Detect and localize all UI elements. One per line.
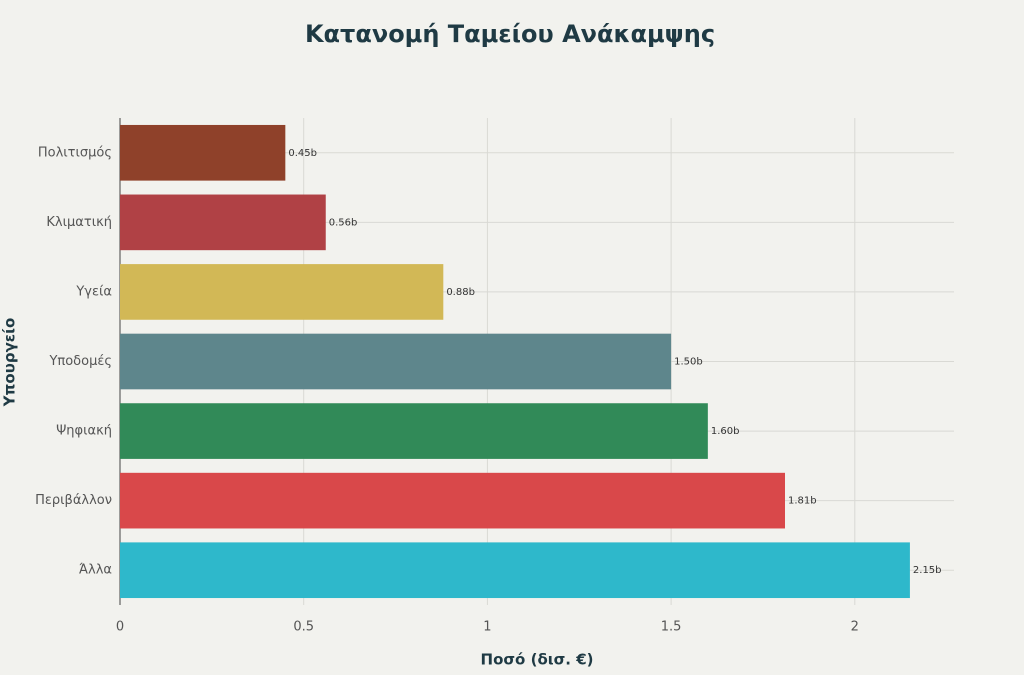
value-label: 1.50b	[674, 357, 703, 368]
y-tick-label: Κλιματική	[46, 215, 112, 230]
value-label: 2.15b	[913, 565, 942, 576]
bar	[120, 194, 326, 251]
bar	[120, 124, 286, 181]
value-label: 0.45b	[288, 148, 317, 159]
y-tick-label: Υποδομές	[48, 354, 112, 369]
y-tick-label: Περιβάλλον	[35, 493, 112, 508]
value-label: 0.88b	[446, 287, 475, 298]
bar	[120, 333, 672, 390]
bar	[120, 403, 708, 459]
bar	[120, 472, 785, 529]
y-tick-label: Πολιτισμός	[38, 145, 112, 160]
x-tick-label: 1.5	[661, 620, 682, 635]
y-tick-label: Άλλα	[79, 563, 112, 578]
bar	[120, 542, 910, 599]
value-label: 1.81b	[788, 496, 817, 507]
value-label: 0.56b	[329, 217, 358, 228]
x-tick-label: 2	[851, 620, 859, 635]
value-label: 1.60b	[711, 426, 740, 437]
y-tick-label: Ψηφιακή	[56, 424, 112, 439]
x-tick-label: 0	[116, 620, 124, 635]
y-tick-label: Υγεία	[75, 284, 112, 299]
bar	[120, 264, 444, 320]
x-axis-label: Ποσό (δισ. €)	[481, 651, 594, 669]
chart-title: Κατανομή Ταμείου Ανάκαμψης	[305, 20, 715, 48]
x-tick-label: 1	[483, 620, 491, 635]
x-tick-label: 0.5	[293, 620, 314, 635]
y-axis-label: Υπουργείο	[1, 318, 19, 408]
